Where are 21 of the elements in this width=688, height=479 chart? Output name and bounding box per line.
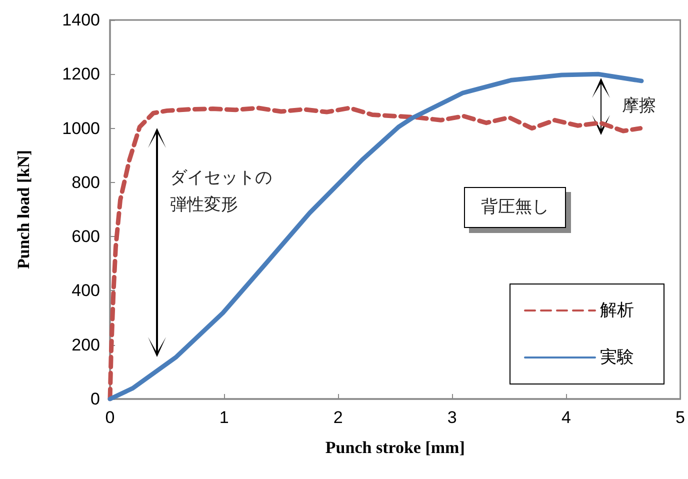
x-tick-label: 5 [676, 408, 686, 427]
x-tick-label: 3 [447, 408, 457, 427]
annotation: ダイセットの弾性変形 [170, 167, 273, 217]
legend-label: 解析 [600, 300, 634, 320]
y-tick-label: 1200 [62, 64, 100, 84]
x-tick-label: 4 [561, 408, 571, 427]
x-tick-label: 1 [219, 408, 229, 427]
annotation: 摩擦 [622, 95, 656, 118]
y-tick-label: 800 [72, 172, 100, 192]
y-tick-label: 200 [72, 335, 100, 354]
y-tick-label: 600 [72, 227, 100, 246]
y-axis-title: Punch load [kN] [14, 150, 33, 270]
x-tick-label: 0 [105, 408, 115, 427]
y-tick-label: 1400 [62, 10, 100, 30]
x-tick-label: 2 [333, 408, 343, 427]
y-tick-label: 0 [90, 390, 100, 408]
y-tick-label: 1000 [62, 118, 100, 138]
y-tick-label: 400 [72, 281, 100, 300]
annotation: 背圧無し [464, 187, 566, 228]
legend-label: 実験 [600, 348, 634, 368]
x-axis-title: Punch stroke [mm] [325, 438, 465, 457]
